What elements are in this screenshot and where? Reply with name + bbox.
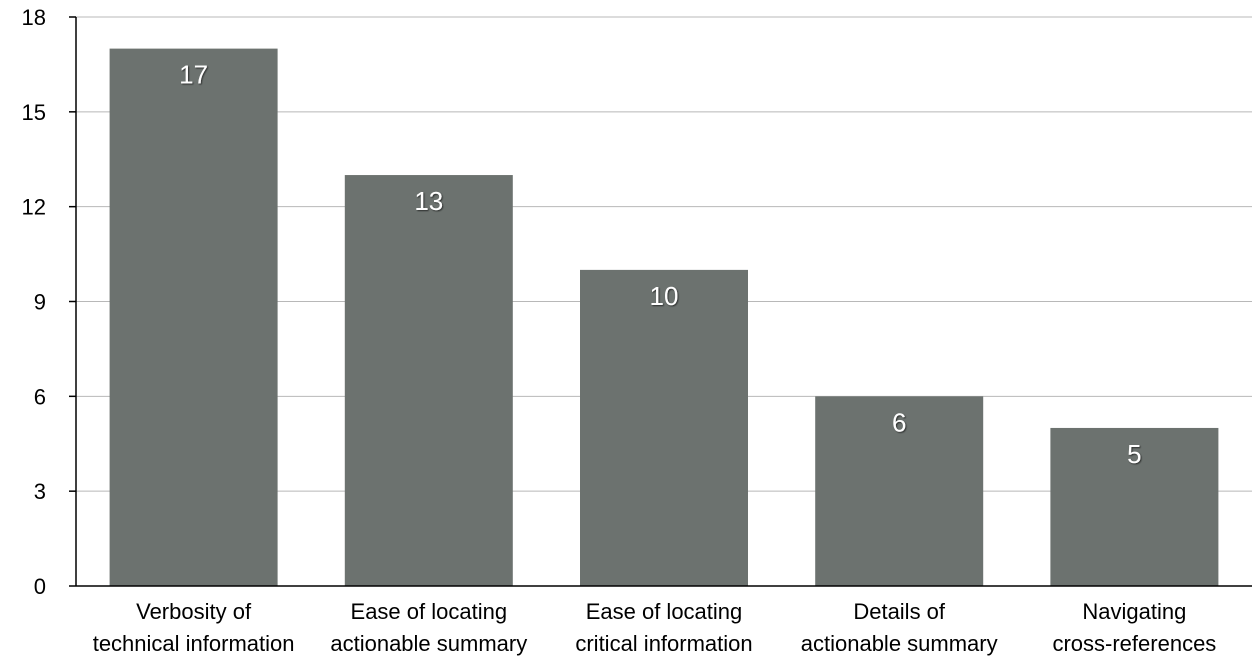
x-category-label-line: Details of xyxy=(853,599,946,624)
axes xyxy=(69,16,1252,587)
x-category-label-line: Verbosity of xyxy=(136,599,252,624)
y-tick-label: 6 xyxy=(34,384,46,409)
x-category-label-line: cross-references xyxy=(1052,631,1216,656)
data-label: 13 xyxy=(414,186,443,216)
x-category-label-line: Ease of locating xyxy=(351,599,508,624)
data-label: 10 xyxy=(650,281,679,311)
x-category-label: Verbosity of technical information xyxy=(93,599,295,656)
x-category-label: Ease of locating actionable summary xyxy=(330,599,527,656)
x-category-label-line: actionable summary xyxy=(801,631,998,656)
y-tick-label: 3 xyxy=(34,479,46,504)
bar xyxy=(109,48,278,587)
x-category-label-line: technical information xyxy=(93,631,295,656)
data-label: 17 xyxy=(179,60,208,90)
x-category-label: Details of actionable summary xyxy=(801,599,998,656)
y-tick-label: 12 xyxy=(22,195,46,220)
y-tick-label: 0 xyxy=(34,574,46,599)
x-category-label-line: critical information xyxy=(575,631,752,656)
x-category-label: Ease of locating critical information xyxy=(575,599,752,656)
bar xyxy=(580,269,748,586)
x-category-labels: Verbosity of technical information Ease of… xyxy=(93,599,1217,656)
y-tick-labels: 0 3 6 9 12 15 18 xyxy=(22,5,46,599)
y-tick-label: 9 xyxy=(34,290,46,315)
data-labels: 17 13 10 6 5 xyxy=(179,60,1141,469)
bars xyxy=(109,48,1219,587)
bar xyxy=(815,396,984,586)
y-tick-label: 15 xyxy=(22,100,46,125)
x-category-label-line: Navigating xyxy=(1082,599,1186,624)
data-label: 6 xyxy=(892,407,906,437)
x-category-label: Navigating cross-references xyxy=(1052,599,1216,656)
bar xyxy=(344,175,513,587)
x-category-label-line: Ease of locating xyxy=(586,599,743,624)
data-label: 5 xyxy=(1127,439,1141,469)
x-category-label-line: actionable summary xyxy=(330,631,527,656)
y-tick-label: 18 xyxy=(22,5,46,30)
bar xyxy=(1050,427,1219,586)
